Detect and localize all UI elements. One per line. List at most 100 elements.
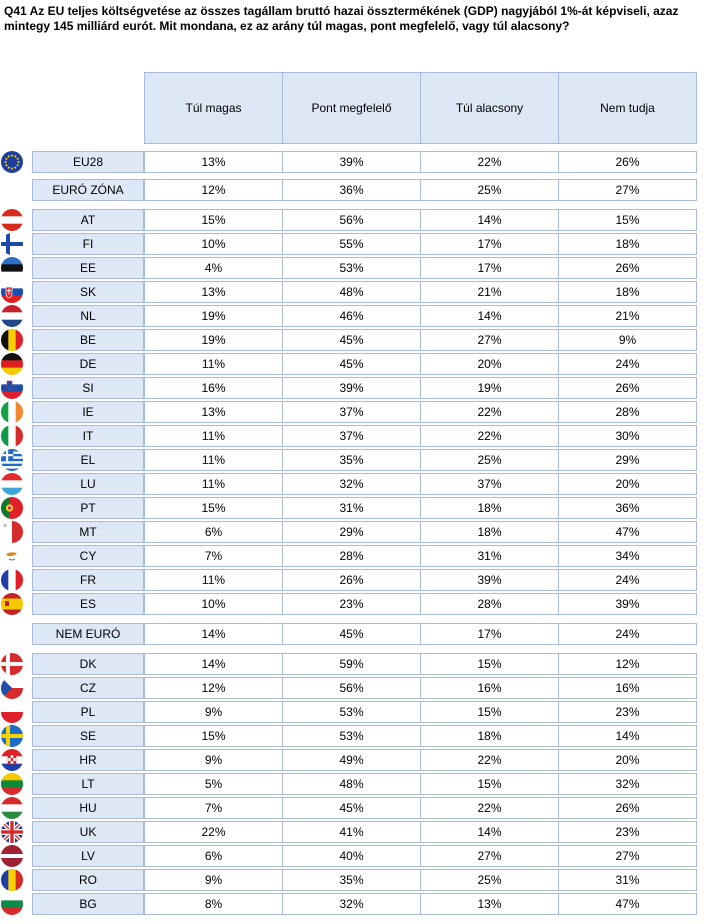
value-dont-know: 26% <box>558 797 697 819</box>
value-just-right: 41% <box>282 821 421 843</box>
value-just-right: 48% <box>282 281 421 303</box>
mt-flag-icon <box>1 521 23 543</box>
value-dont-know: 29% <box>558 449 697 471</box>
de-flag-icon <box>1 353 23 375</box>
table-row: FR 11% 26% 39% 24% <box>0 569 709 592</box>
row-label: SE <box>32 725 144 747</box>
value-too-high: 22% <box>144 821 283 843</box>
value-just-right: 35% <box>282 869 421 891</box>
value-dont-know: 16% <box>558 677 697 699</box>
table-row: DK 14% 59% 15% 12% <box>0 653 709 676</box>
row-label: NEM EURÓ <box>32 623 144 645</box>
value-dont-know: 20% <box>558 473 697 495</box>
eu-flag-icon <box>1 151 23 173</box>
value-dont-know: 23% <box>558 821 697 843</box>
column-header-too-high: Túl magas <box>144 72 283 144</box>
hr-flag-icon <box>1 749 23 771</box>
row-label: IT <box>32 425 144 447</box>
row-label: PT <box>32 497 144 519</box>
value-too-low: 22% <box>420 425 559 447</box>
value-dont-know: 31% <box>558 869 697 891</box>
value-too-low: 25% <box>420 449 559 471</box>
value-too-low: 21% <box>420 281 559 303</box>
row-label: SI <box>32 377 144 399</box>
table-row: HU 7% 45% 22% 26% <box>0 797 709 820</box>
table-row: IE 13% 37% 22% 28% <box>0 401 709 424</box>
value-just-right: 48% <box>282 773 421 795</box>
table-row: HR 9% 49% 22% 20% <box>0 749 709 772</box>
value-too-high: 15% <box>144 497 283 519</box>
value-dont-know: 24% <box>558 569 697 591</box>
value-too-high: 19% <box>144 329 283 351</box>
value-dont-know: 20% <box>558 749 697 771</box>
row-label: LU <box>32 473 144 495</box>
value-just-right: 45% <box>282 353 421 375</box>
value-just-right: 56% <box>282 677 421 699</box>
row-label: LT <box>32 773 144 795</box>
value-dont-know: 28% <box>558 401 697 423</box>
value-too-high: 13% <box>144 151 283 173</box>
column-header-dont-know: Nem tudja <box>558 72 697 144</box>
table-row: PT 15% 31% 18% 36% <box>0 497 709 520</box>
value-dont-know: 30% <box>558 425 697 447</box>
value-just-right: 32% <box>282 473 421 495</box>
value-too-low: 18% <box>420 497 559 519</box>
row-label: HR <box>32 749 144 771</box>
value-too-low: 17% <box>420 233 559 255</box>
value-too-high: 7% <box>144 797 283 819</box>
value-too-low: 18% <box>420 521 559 543</box>
value-too-low: 39% <box>420 569 559 591</box>
value-too-low: 16% <box>420 677 559 699</box>
be-flag-icon <box>1 329 23 351</box>
value-too-low: 22% <box>420 401 559 423</box>
table-row: SI 16% 39% 19% 26% <box>0 377 709 400</box>
value-too-low: 14% <box>420 305 559 327</box>
value-just-right: 26% <box>282 569 421 591</box>
value-just-right: 53% <box>282 701 421 723</box>
value-too-high: 14% <box>144 623 283 645</box>
table-row: SK 13% 48% 21% 18% <box>0 281 709 304</box>
value-too-low: 25% <box>420 179 559 201</box>
table-row: LV 6% 40% 27% 27% <box>0 845 709 868</box>
lu-flag-icon <box>1 473 23 495</box>
value-dont-know: 18% <box>558 233 697 255</box>
value-just-right: 59% <box>282 653 421 675</box>
table-row: UK 22% 41% 14% 23% <box>0 821 709 844</box>
table-row: CZ 12% 56% 16% 16% <box>0 677 709 700</box>
table-row: RO 9% 35% 25% 31% <box>0 869 709 892</box>
row-label: ES <box>32 593 144 615</box>
row-label: DE <box>32 353 144 375</box>
value-too-low: 31% <box>420 545 559 567</box>
row-label: BG <box>32 893 144 915</box>
dk-flag-icon <box>1 653 23 675</box>
value-too-low: 27% <box>420 845 559 867</box>
value-too-high: 9% <box>144 869 283 891</box>
value-dont-know: 47% <box>558 893 697 915</box>
value-dont-know: 39% <box>558 593 697 615</box>
row-label: FI <box>32 233 144 255</box>
value-dont-know: 32% <box>558 773 697 795</box>
value-too-low: 18% <box>420 725 559 747</box>
value-too-low: 15% <box>420 701 559 723</box>
value-just-right: 37% <box>282 425 421 447</box>
value-just-right: 39% <box>282 151 421 173</box>
question-text: Q41 Az EU teljes költségvetése az összes… <box>4 4 679 33</box>
value-just-right: 56% <box>282 209 421 231</box>
value-too-high: 6% <box>144 845 283 867</box>
column-header-just-right: Pont megfelelő <box>282 72 421 144</box>
value-just-right: 32% <box>282 893 421 915</box>
ie-flag-icon <box>1 401 23 423</box>
row-label: HU <box>32 797 144 819</box>
hu-flag-icon <box>1 797 23 819</box>
value-too-low: 15% <box>420 773 559 795</box>
value-just-right: 49% <box>282 749 421 771</box>
value-dont-know: 12% <box>558 653 697 675</box>
table-row: LU 11% 32% 37% 20% <box>0 473 709 496</box>
value-too-low: 37% <box>420 473 559 495</box>
row-label: FR <box>32 569 144 591</box>
row-label: CY <box>32 545 144 567</box>
row-label: EL <box>32 449 144 471</box>
value-dont-know: 34% <box>558 545 697 567</box>
value-just-right: 28% <box>282 545 421 567</box>
